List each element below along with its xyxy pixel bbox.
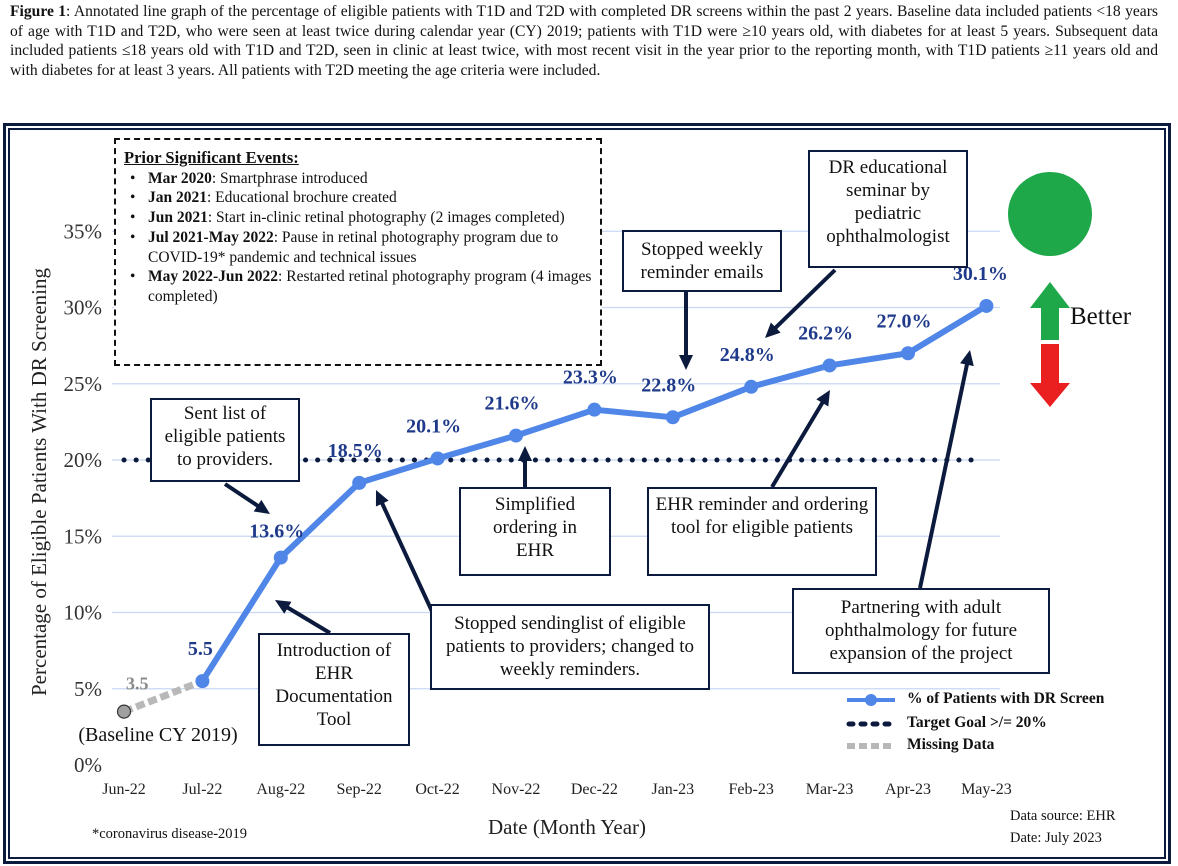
footnote: *coronavirus disease-2019 — [92, 826, 248, 842]
data-label: 27.0% — [877, 310, 932, 332]
arrow-head — [518, 446, 532, 461]
event-item: Jun 2021: Start in-clinic retinal photog… — [130, 208, 592, 228]
annotation-arrow — [377, 496, 438, 621]
data-label: 26.2% — [798, 322, 853, 344]
down-red-arrow — [1030, 344, 1070, 407]
annotation-simplified: Simplified ordering in EHR — [459, 487, 611, 576]
data-point — [509, 428, 523, 443]
annotation-arrow — [280, 602, 332, 635]
data-label: 5.5 — [188, 638, 213, 660]
arrow-head — [765, 322, 781, 338]
baseline-point — [116, 704, 132, 719]
better-indicator — [1008, 172, 1092, 407]
chart-frame — [3, 123, 1171, 864]
annotation-arrow — [769, 268, 837, 334]
arrow-head — [253, 499, 270, 514]
series — [116, 298, 994, 719]
data-label: 23.3% — [563, 367, 618, 389]
caption-text: : Annotated line graph of the percentage… — [10, 3, 1158, 79]
data-point — [430, 451, 445, 466]
annotation-sent-list: Sent list of eligible patients to provid… — [150, 398, 300, 482]
data-label: 24.8% — [720, 344, 775, 366]
event-item: Jan 2021: Educational brochure created — [130, 188, 592, 208]
baseline-value-label: 3.5 — [126, 674, 149, 694]
annotation-dr-seminar: DR educational seminar by pediatric opht… — [808, 150, 968, 268]
x-tick-label: Jun-22 — [102, 781, 146, 798]
data-label: 13.6% — [249, 521, 304, 543]
x-tick-label: Aug-22 — [256, 781, 305, 798]
x-tick-label: Feb-23 — [729, 781, 774, 798]
missing-data-segment — [122, 677, 204, 715]
data-label: 21.6% — [485, 393, 540, 415]
caption-label: Figure 1 — [10, 3, 67, 20]
event-item: Jul 2021-May 2022: Pause in retinal phot… — [130, 228, 592, 267]
legend-swatches — [846, 694, 898, 749]
legend-target: Target Goal >/= 20% — [907, 714, 1047, 731]
legend-missing: Missing Data — [907, 736, 995, 753]
data-point — [822, 358, 837, 373]
event-item: May 2022-Jun 2022: Restarted retinal pho… — [130, 267, 592, 306]
annotation-arrow — [918, 357, 971, 589]
y-tick-label: 20% — [64, 448, 103, 472]
data-label: 20.1% — [406, 415, 461, 437]
report-date: Date: July 2023 — [1010, 830, 1102, 846]
annotation-arrows — [223, 268, 974, 635]
x-tick-label: Apr-23 — [885, 781, 931, 798]
data-point — [901, 346, 915, 361]
x-axis-title: Date (Month Year) — [488, 815, 646, 839]
y-tick-label: 15% — [64, 524, 103, 548]
data-point — [979, 298, 994, 313]
up-green-arrow — [1030, 282, 1070, 340]
x-tick-label: Mar-23 — [806, 781, 854, 798]
annotation-intro-ehr: Introduction of EHR Documentation Tool — [258, 633, 410, 746]
arrow-head — [375, 490, 389, 507]
green-goal-circle — [1008, 172, 1092, 256]
y-tick-label: 25% — [64, 372, 103, 396]
events-list: Mar 2020: Smartphrase introduced Jan 202… — [124, 169, 592, 307]
x-tick-label: Oct-22 — [415, 781, 459, 798]
x-tick-label: Nov-22 — [492, 781, 541, 798]
data-point — [195, 674, 210, 689]
arrow-head — [275, 600, 292, 614]
y-tick-label: 35% — [64, 219, 103, 243]
legend-series: % of Patients with DR Screen — [907, 690, 1105, 707]
x-tick-label: Jul-22 — [182, 781, 222, 798]
annotation-arrow — [770, 395, 828, 489]
annotation-baseline: (Baseline CY 2019) — [78, 724, 238, 746]
arrow-head — [816, 390, 830, 407]
figure-caption: Figure 1: Annotated line graph of the pe… — [10, 2, 1158, 80]
data-point — [665, 410, 680, 425]
data-point — [273, 550, 288, 565]
better-label: Better — [1070, 303, 1132, 330]
data-point — [352, 475, 367, 490]
events-heading: Prior Significant Events: — [124, 148, 299, 167]
event-item: Mar 2020: Smartphrase introduced — [130, 169, 592, 189]
annotation-stopped-sending: Stopped sendinglist of eligible patients… — [430, 604, 710, 690]
data-label: 22.8% — [641, 374, 696, 396]
y-tick-label: 5% — [74, 677, 102, 701]
y-tick-label: 30% — [64, 296, 103, 320]
data-point — [744, 379, 759, 394]
annotation-arrow — [223, 482, 265, 512]
data-label: 30.1% — [953, 263, 1008, 285]
x-tick-label: Dec-22 — [571, 781, 618, 798]
arrow-head — [679, 355, 693, 370]
y-axis-title: Percentage of Eligible Patients With DR … — [27, 268, 51, 696]
data-source: Data source: EHR — [1010, 808, 1116, 824]
annotation-stopped-weekly: Stopped weekly reminder emails — [622, 230, 782, 292]
data-point — [587, 402, 602, 417]
prior-events-box: Prior Significant Events: Mar 2020: Smar… — [114, 138, 602, 366]
data-labels: 3.5 5.5 13.6% 18.5% 20.1% 21.6% 23.3% 22.8% 24.8… — [126, 263, 1008, 694]
axes: 0% 5% 10% 15% 20% 25% 30% 35% Jun-22 Jul-22 Aug-22… — [27, 219, 1012, 839]
x-tick-label: May-23 — [961, 781, 1012, 798]
y-tick-label: 10% — [64, 601, 103, 625]
annotation-partnering: Partnering with adult ophthalmology for … — [792, 588, 1050, 674]
x-tick-label: Sep-22 — [337, 781, 382, 798]
x-tick-label: Jan-23 — [651, 781, 694, 798]
data-label: 18.5% — [328, 440, 383, 462]
annotation-ehr-reminder: EHR reminder and ordering tool for eligi… — [647, 487, 877, 576]
y-tick-label: 0% — [74, 753, 102, 777]
arrow-head — [960, 350, 974, 367]
